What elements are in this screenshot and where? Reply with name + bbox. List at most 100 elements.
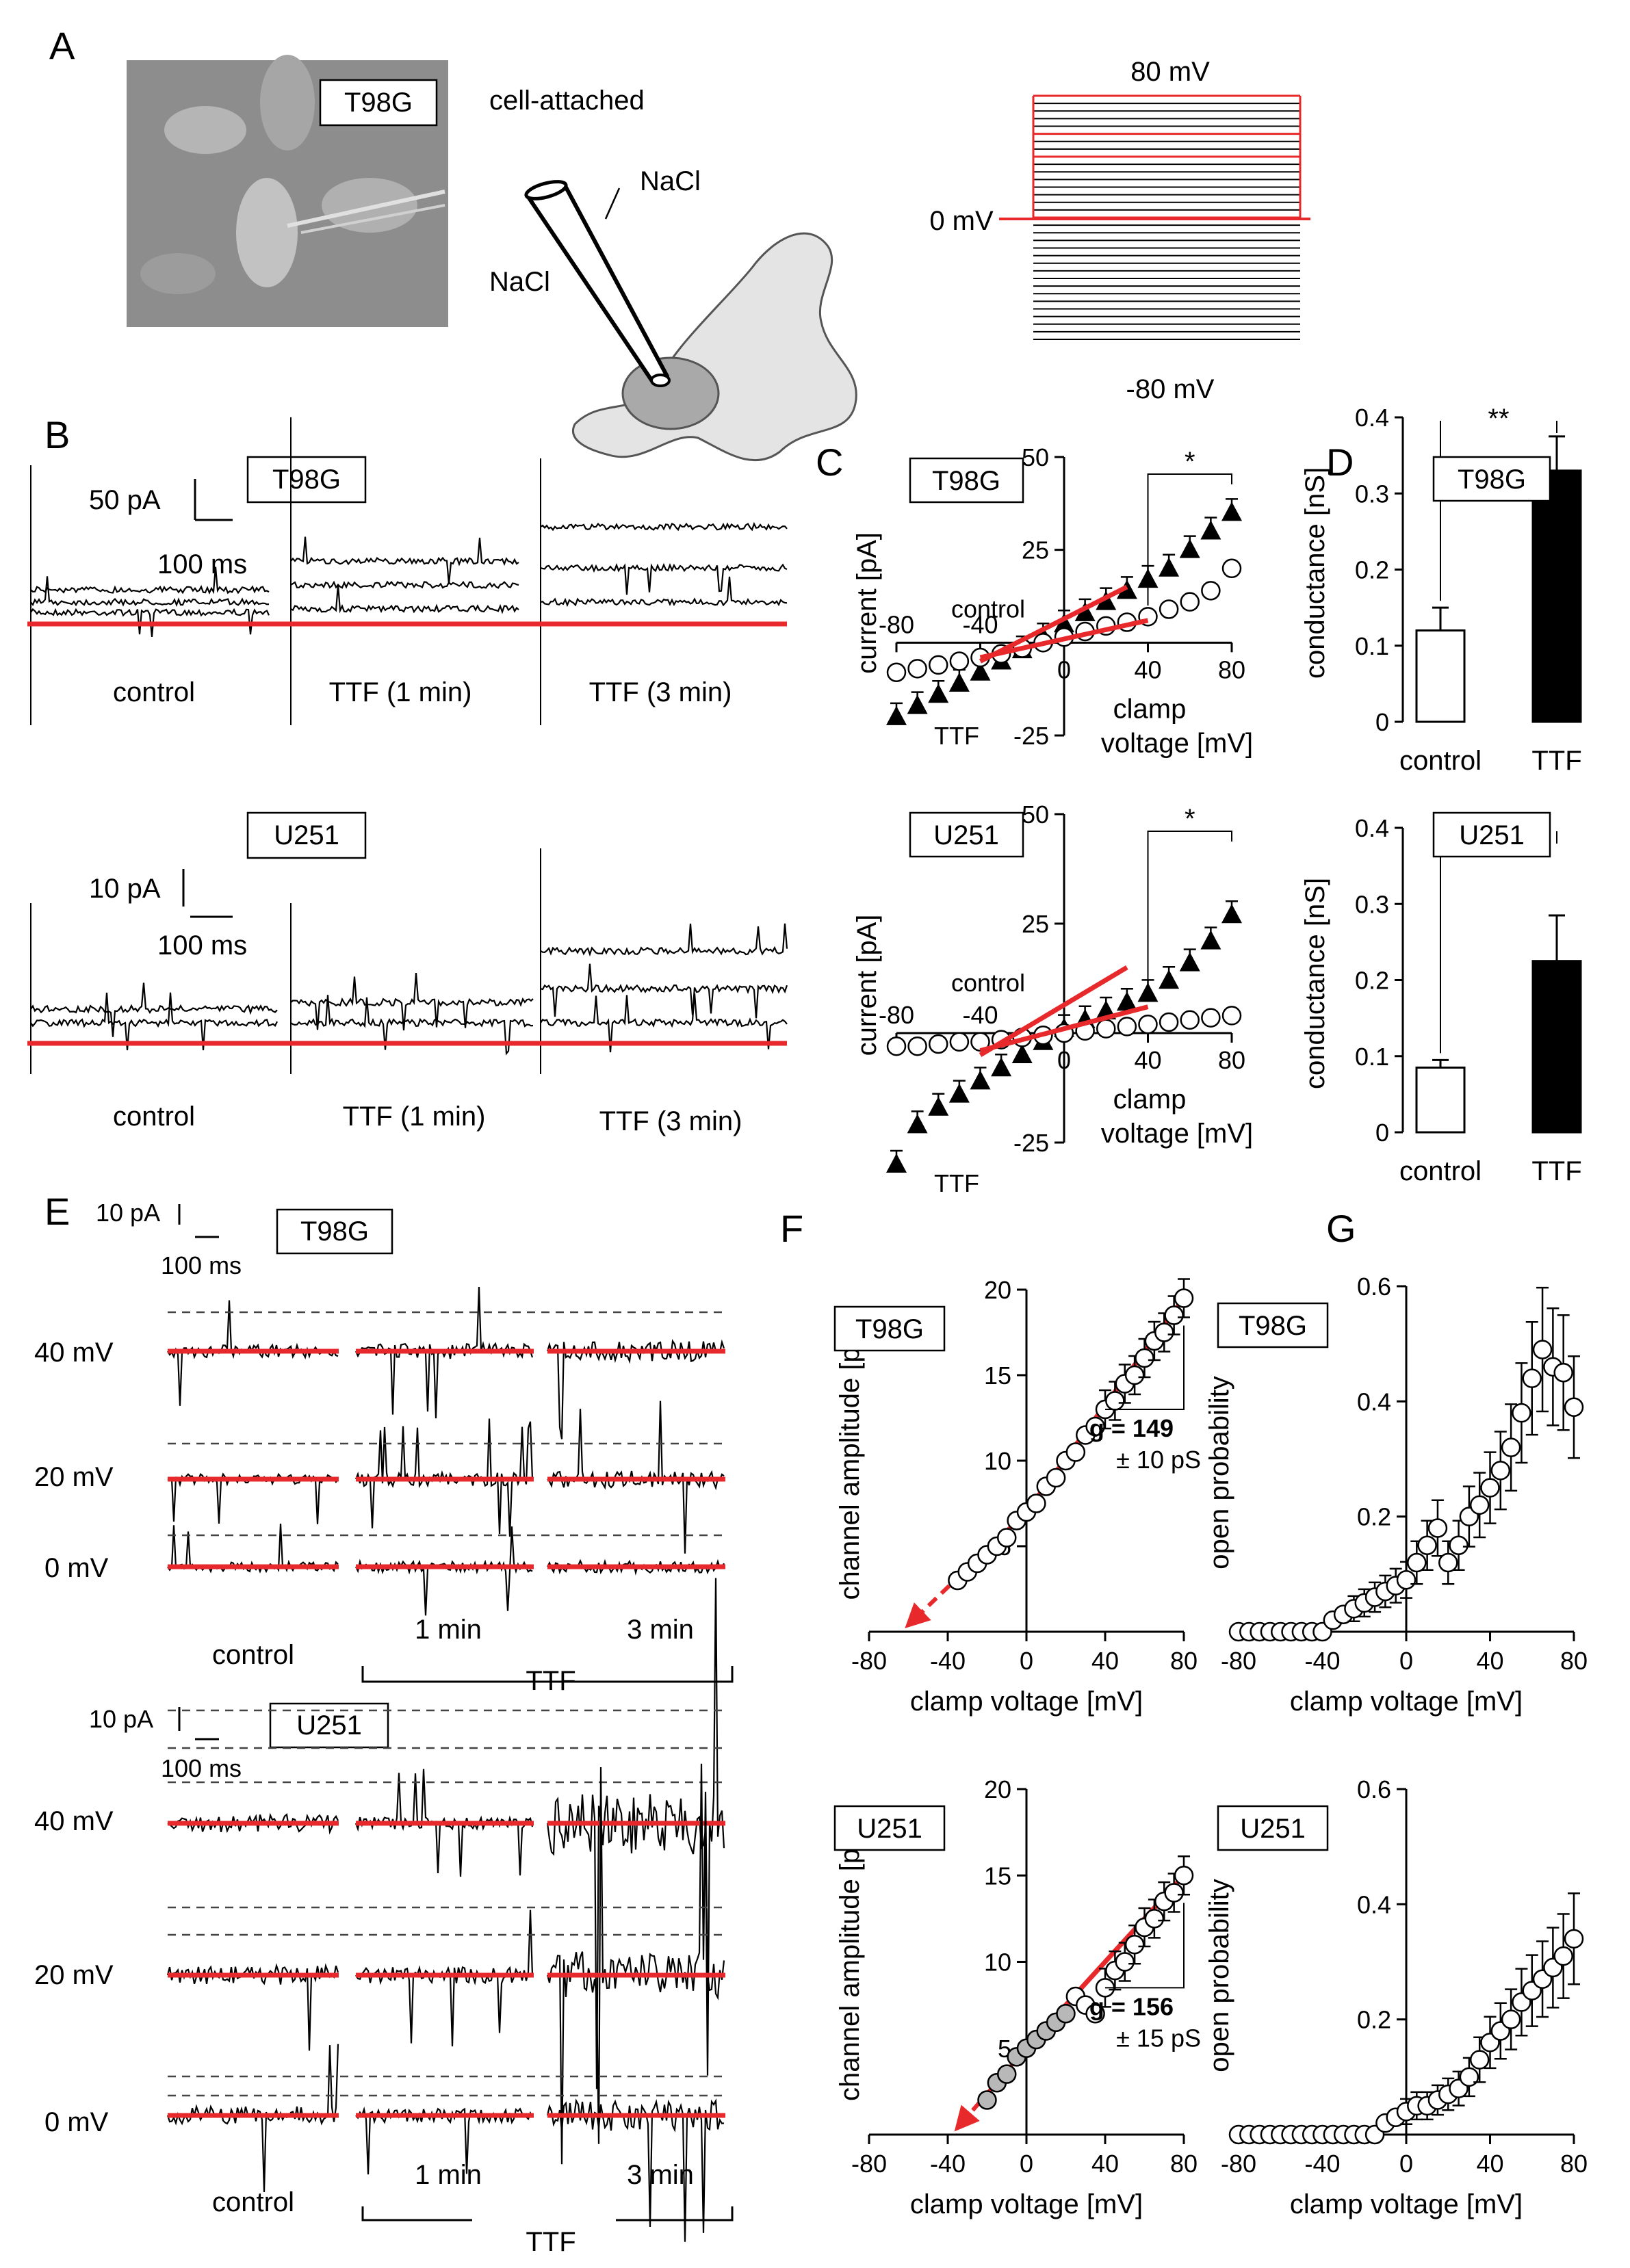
c-t98g-control-point — [1221, 558, 1242, 579]
e-t98g-label-box — [276, 1208, 393, 1255]
d-u251-category-label: TTF — [1531, 1156, 1581, 1186]
c-u251-x-tick-label: -40 — [962, 1001, 998, 1029]
c-u251-control-point — [1180, 1010, 1200, 1030]
f-t98g-x-tick-label: -80 — [851, 1647, 887, 1675]
e-t98g-voltage-20: 20 mV — [34, 1462, 114, 1492]
c-t98g-ttf-point — [1096, 590, 1117, 610]
f-t98g-point — [1135, 1348, 1154, 1368]
e-t98g-voltage-40: 40 mV — [34, 1338, 114, 1368]
e-t98g-condition-1min: 1 min — [415, 1615, 482, 1645]
b-t98g-scale-current: 50 pA — [89, 485, 161, 515]
g-u251-point — [1501, 2009, 1521, 2029]
b-u251-condition-ttf1: TTF (1 min) — [343, 1102, 486, 1132]
d-t98g-significance: ** — [1488, 404, 1509, 434]
c-t98g-ttf-point — [970, 661, 991, 681]
g-t98g-point — [1501, 1437, 1521, 1457]
d-t98g-y-tick-label: 0.2 — [1355, 556, 1389, 584]
d-u251-y-tick-label: 0 — [1375, 1119, 1389, 1147]
g-u251-ylabel: open probability — [1204, 1879, 1234, 2072]
g-u251-x-tick-label: 0 — [1399, 2150, 1413, 2178]
e-t98g-traces — [167, 1286, 725, 1616]
c-u251-control-point — [970, 1032, 990, 1052]
c-t98g-control-point — [1180, 592, 1200, 612]
d-t98g-y-tick-label: 0.3 — [1355, 480, 1389, 508]
c-t98g-ttf-point — [928, 683, 949, 703]
c-t98g-x-tick-label: 40 — [1134, 655, 1161, 683]
c-u251-ttf-legend: TTF — [934, 1169, 979, 1197]
f-t98g-point — [1085, 1416, 1105, 1437]
c-u251-xlabel-1: clamp — [1113, 1084, 1187, 1115]
d-t98g-sig-bracket — [1440, 421, 1557, 601]
f-t98g-x-tick-label: 0 — [1020, 1647, 1033, 1675]
f-t98g-slope-guide — [1105, 1325, 1185, 1410]
e-u251-traces — [166, 1578, 725, 2242]
g-t98g-x-tick-label: 0 — [1399, 1647, 1413, 1675]
f-t98g-title: T98G — [855, 1314, 924, 1344]
c-t98g-ttf-point — [907, 694, 928, 714]
f-u251-point — [997, 2064, 1017, 2084]
g-u251-x-tick-label: 80 — [1560, 2150, 1588, 2178]
f-u251-point — [1056, 2004, 1076, 2024]
g-u251-point — [1469, 2050, 1490, 2070]
e-u251-ttf-bracket — [361, 2206, 734, 2221]
f-t98g-x-tick-label: -40 — [930, 1647, 966, 1675]
g-t98g-y-tick-label: 0.6 — [1357, 1273, 1391, 1301]
e-t98g-cell-label: T98G — [300, 1216, 369, 1247]
f-u251-y-tick-label: 15 — [984, 1862, 1011, 1890]
e-t98g-condition-control: control — [212, 1640, 294, 1670]
f-t98g-y-tick-label: 15 — [984, 1361, 1011, 1390]
c-u251-control-point — [886, 1036, 907, 1056]
c-t98g-sig-bracket — [1147, 473, 1232, 606]
c-t98g-ttf-point — [886, 705, 907, 725]
e-u251-trace — [166, 2044, 339, 2193]
f-u251-point — [977, 2090, 997, 2110]
b-t98g-cell-label: T98G — [272, 465, 341, 495]
g-u251-y-tick-label: 0.2 — [1357, 2006, 1391, 2034]
c-t98g-control-fit — [979, 618, 1149, 660]
e-u251-scale-current: 10 pA — [89, 1705, 153, 1733]
c-u251-xlabel-2: voltage [mV] — [1101, 1119, 1253, 1149]
c-t98g-y-tick-label: 50 — [1022, 443, 1049, 471]
c-u251-control-point — [949, 1032, 970, 1052]
f-t98g-xlabel: clamp voltage [mV] — [910, 1686, 1143, 1717]
g-t98g-point — [1512, 1403, 1531, 1423]
c-u251-control-fit — [979, 1004, 1149, 1053]
c-u251-ttf-point — [1200, 930, 1221, 950]
cell-attached-schematic — [524, 180, 857, 462]
f-u251-title-box — [833, 1805, 946, 1851]
d-t98g-ylabel: conductance [nS] — [1300, 467, 1330, 679]
g-t98g-point — [1564, 1397, 1584, 1417]
bath-solution-label: NaCl — [489, 267, 550, 297]
f-t98g-ylabel: channel amplitude [pA] — [835, 1322, 865, 1600]
c-u251-x-tick-label: 80 — [1218, 1046, 1245, 1074]
c-t98g-x-tick-label: -40 — [962, 610, 998, 638]
f-t98g-point — [1105, 1391, 1125, 1411]
c-t98g-ttf-fit — [979, 584, 1128, 664]
c-t98g-x-tick-label: 0 — [1057, 655, 1071, 683]
c-u251-ttf-point — [991, 1057, 1012, 1077]
c-t98g-control-point — [929, 655, 948, 675]
c-u251-ttf-fit — [979, 965, 1128, 1058]
g-t98g-point — [1427, 1518, 1448, 1538]
g-u251-x-tick-label: -80 — [1221, 2150, 1256, 2178]
c-t98g-x-tick-label: -80 — [879, 610, 914, 638]
e-t98g-trace — [546, 1339, 725, 1439]
panel-label-d: D — [1326, 441, 1354, 484]
d-u251-y-tick-label: 0.2 — [1355, 967, 1389, 995]
b-t98g-trace — [30, 608, 270, 638]
panel-label-e: E — [44, 1190, 70, 1233]
c-t98g-ylabel: current [pA] — [852, 532, 882, 674]
b-u251-scale-time: 100 ms — [157, 930, 247, 961]
c-u251-ttf-point — [1179, 952, 1200, 972]
c-u251-control-point — [1159, 1012, 1179, 1032]
b-t98g-condition-ttf1: TTF (1 min) — [329, 677, 472, 707]
d-u251-title: U251 — [1459, 820, 1525, 850]
c-u251-title: U251 — [933, 820, 999, 850]
e-u251-trace — [166, 1963, 339, 2051]
d-u251-category-label: control — [1399, 1156, 1482, 1186]
g-t98g-title-box — [1217, 1302, 1329, 1348]
d-t98g-bar-control — [1415, 629, 1466, 723]
e-u251-ttf-label: TTF — [526, 2227, 575, 2257]
